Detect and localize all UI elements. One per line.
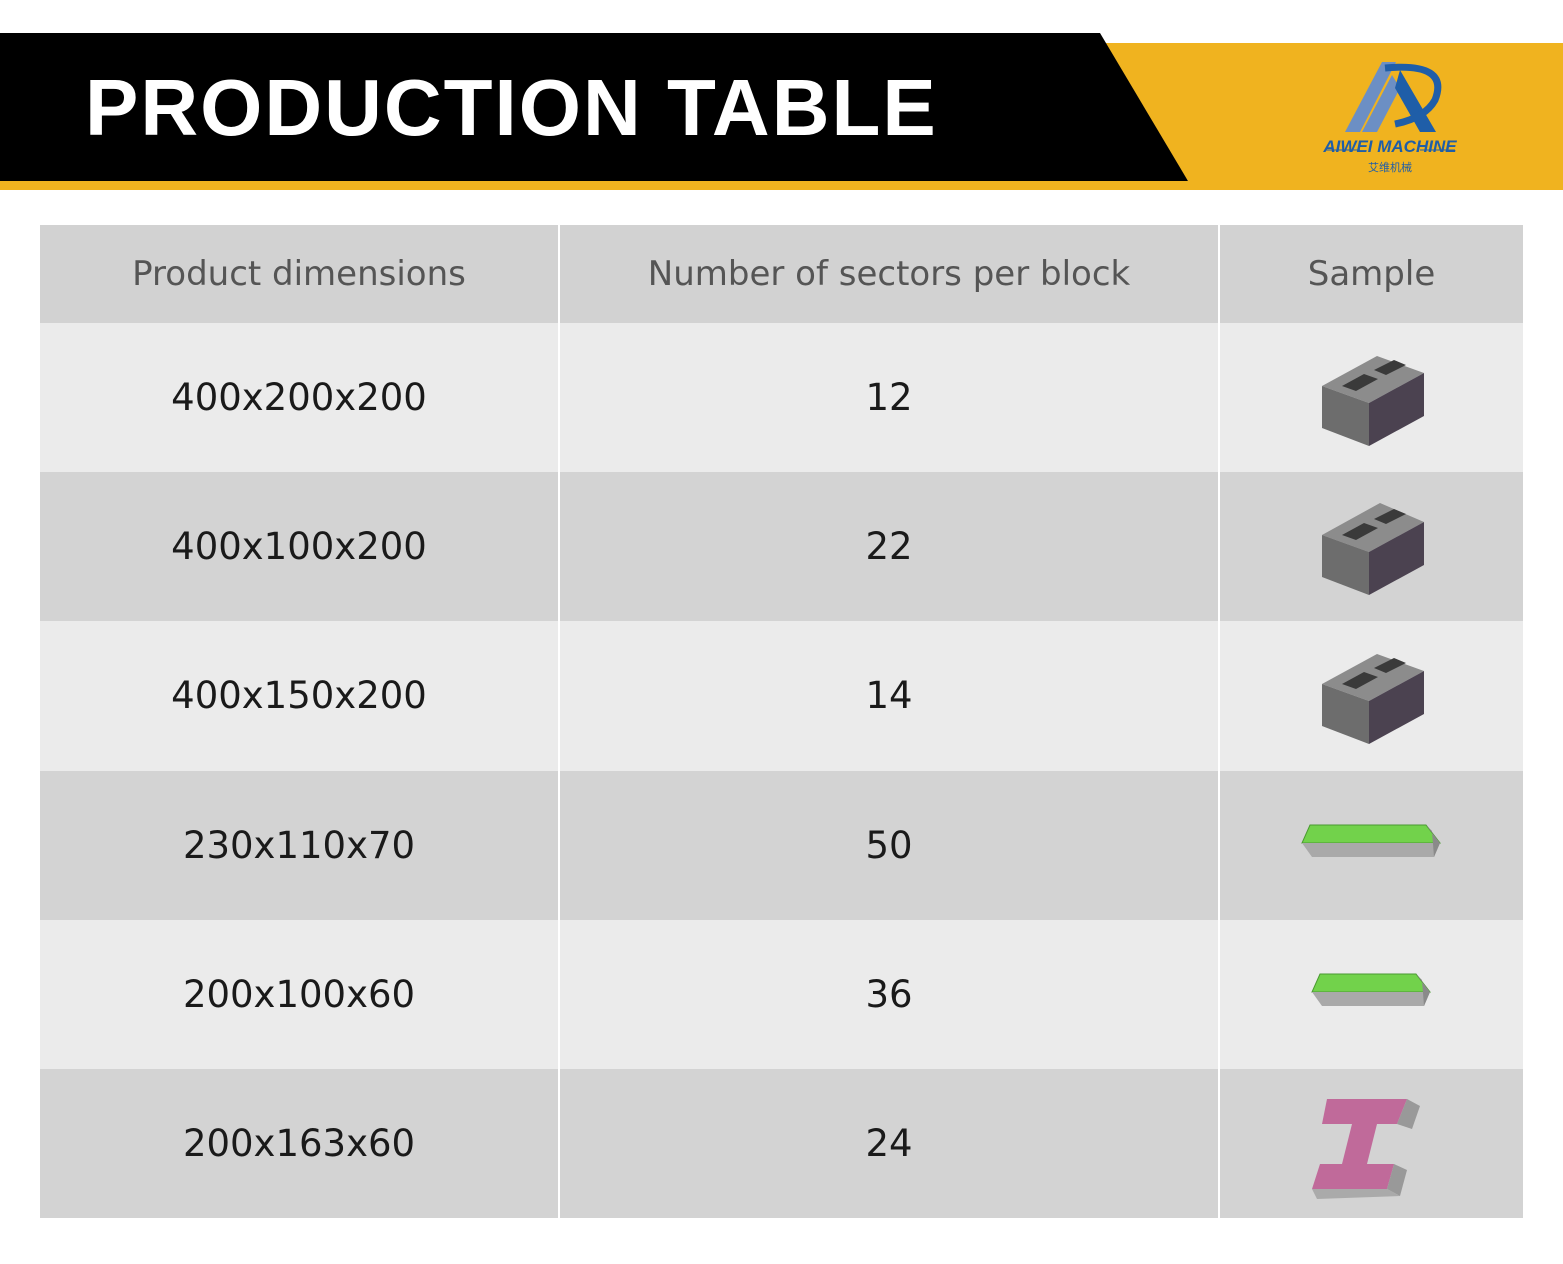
logo-subtitle: 艾维机械: [1368, 161, 1412, 174]
logo-mark: [1325, 62, 1455, 151]
sample-image: [1321, 653, 1424, 744]
table-row: 230x110x70 50: [40, 770, 1523, 920]
banner: [0, 33, 1563, 190]
sample-cell: [1220, 1069, 1523, 1219]
dimensions-cell: 400x150x200: [40, 621, 558, 771]
dimensions-cell: 400x200x200: [40, 323, 558, 473]
page-title: PRODUCTION TABLE: [85, 63, 938, 152]
header-row: Product dimensions Number of sectors per …: [40, 225, 1523, 323]
sectors-cell: 22: [560, 472, 1218, 622]
sample-image: [1311, 1098, 1420, 1199]
table-row: 400x100x200 22: [40, 472, 1523, 622]
sectors-cell: 12: [560, 323, 1218, 473]
dimensions-cell: 200x163x60: [40, 1069, 558, 1219]
dimensions-cell: 200x100x60: [40, 919, 558, 1069]
sample-cell: [1220, 472, 1523, 622]
sample-cell: [1220, 770, 1523, 920]
table-row: 400x200x200 12: [40, 323, 1523, 473]
column-header: Product dimensions: [40, 225, 558, 323]
sample-cell: [1220, 919, 1523, 1069]
sectors-cell: 14: [560, 621, 1218, 771]
dimensions-cell: 230x110x70: [40, 770, 558, 920]
table-row: 400x150x200 14: [40, 621, 1523, 771]
table-row: 200x163x60 24: [40, 1069, 1523, 1219]
sample-image: [1300, 824, 1441, 858]
sectors-cell: 36: [560, 919, 1218, 1069]
banner-accent: [0, 43, 1563, 190]
sample-cell: [1220, 323, 1523, 473]
sectors-cell: 24: [560, 1069, 1218, 1219]
sample-cell: [1220, 621, 1523, 771]
banner-band: [0, 33, 1188, 181]
column-header: Number of sectors per block: [560, 225, 1218, 323]
sectors-cell: 50: [560, 770, 1218, 920]
sample-image: [1321, 502, 1424, 595]
table-row: 200x100x60 36: [40, 919, 1523, 1069]
column-header: Sample: [1220, 225, 1523, 323]
dimensions-cell: 400x100x200: [40, 472, 558, 622]
logo-name: AIWEI MACHINE: [1323, 137, 1457, 156]
sample-image: [1321, 355, 1424, 446]
sample-image: [1310, 973, 1431, 1007]
